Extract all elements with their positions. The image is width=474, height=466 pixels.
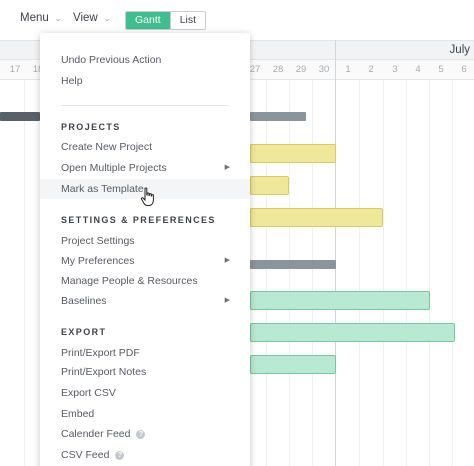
hand-pointer-icon bbox=[140, 187, 154, 206]
menu-item-label: Print/Export PDF bbox=[61, 347, 140, 359]
grid-line bbox=[452, 80, 453, 466]
day-label: 2 bbox=[368, 64, 374, 75]
submenu-arrow-icon: ▶ bbox=[224, 257, 230, 264]
view-toggle: Gantt List bbox=[125, 11, 207, 30]
summary-bar[interactable] bbox=[250, 112, 306, 121]
menu-label: Menu bbox=[20, 12, 49, 24]
day-label: 28 bbox=[272, 64, 284, 75]
menu-item-label: Mark as Template bbox=[61, 183, 144, 195]
menu-dropdown[interactable]: Menu ⌄ bbox=[20, 12, 61, 24]
submenu-arrow-icon: ▶ bbox=[224, 297, 230, 304]
menu-item-calender-feed[interactable]: Calender Feed? bbox=[40, 424, 250, 444]
menu-item-label: Print/Export Notes bbox=[61, 366, 147, 378]
task-bar[interactable] bbox=[250, 176, 289, 195]
summary-bar[interactable] bbox=[250, 260, 336, 269]
task-bar[interactable] bbox=[250, 144, 336, 163]
menu-item-print-export-notes[interactable]: Print/Export Notes bbox=[40, 362, 250, 382]
help-circle-icon[interactable]: ? bbox=[136, 430, 146, 439]
menu-item-label: Embed bbox=[61, 408, 95, 420]
task-bar[interactable] bbox=[250, 208, 383, 227]
menu-item-label: Manage People & Resources bbox=[61, 275, 198, 287]
section-title-projects: PROJECTS bbox=[61, 122, 121, 132]
chevron-down-icon: ⌄ bbox=[103, 13, 111, 23]
list-tab[interactable]: List bbox=[169, 12, 206, 29]
day-label: 17 bbox=[9, 64, 21, 75]
menu-item-label: Project Settings bbox=[61, 235, 135, 247]
day-label: 27 bbox=[249, 64, 261, 75]
month-divider bbox=[335, 40, 336, 466]
grid-line bbox=[429, 80, 430, 466]
grid-line bbox=[406, 80, 407, 466]
menu-item-label: My Preferences bbox=[61, 255, 135, 267]
menu-item-label: Export CSV bbox=[61, 387, 116, 399]
menu-item-label: Calender Feed bbox=[61, 428, 131, 440]
section-title-export: EXPORT bbox=[61, 327, 107, 337]
grid-line bbox=[359, 80, 360, 466]
grid-line bbox=[312, 80, 313, 466]
grid-line bbox=[289, 80, 290, 466]
menu-item-my-preferences[interactable]: My Preferences ▶ bbox=[40, 251, 250, 271]
menu-divider bbox=[61, 105, 229, 106]
menu-item-label: Baselines bbox=[61, 295, 107, 307]
day-label: 5 bbox=[438, 64, 444, 75]
menu-item-export-csv[interactable]: Export CSV bbox=[40, 383, 250, 403]
chevron-down-icon: ⌄ bbox=[54, 13, 62, 23]
menu-item-create-new-project[interactable]: Create New Project bbox=[40, 137, 250, 157]
menu-item-csv-feed[interactable]: CSV Feed? bbox=[40, 445, 250, 465]
gantt-tab[interactable]: Gantt bbox=[126, 12, 170, 29]
menu-item-help[interactable]: Help bbox=[40, 71, 250, 91]
task-bar[interactable] bbox=[250, 291, 430, 310]
day-label: 29 bbox=[295, 64, 307, 75]
view-label: View bbox=[73, 12, 98, 24]
menu-item-label: Help bbox=[61, 75, 83, 87]
menu-item-manage-people[interactable]: Manage People & Resources bbox=[40, 271, 250, 291]
menu-item-label: Undo Previous Action bbox=[61, 54, 162, 66]
grid-line bbox=[383, 80, 384, 466]
submenu-arrow-icon: ▶ bbox=[224, 164, 230, 171]
help-circle-icon[interactable]: ? bbox=[115, 451, 125, 460]
menu-item-label: Open Multiple Projects bbox=[61, 162, 167, 174]
menu-item-label: CSV Feed bbox=[61, 449, 110, 461]
day-label: 3 bbox=[392, 64, 398, 75]
menu-item-label: Create New Project bbox=[61, 141, 153, 153]
view-dropdown[interactable]: View ⌄ bbox=[73, 12, 110, 24]
task-bar[interactable] bbox=[250, 323, 455, 342]
task-bar[interactable] bbox=[250, 355, 336, 374]
menu-item-open-multiple-projects[interactable]: Open Multiple Projects ▶ bbox=[40, 158, 250, 178]
day-label: 1 bbox=[345, 64, 351, 75]
menu-item-print-export-pdf[interactable]: Print/Export PDF bbox=[40, 343, 250, 363]
menu-item-embed[interactable]: Embed bbox=[40, 404, 250, 424]
menu-item-project-settings[interactable]: Project Settings bbox=[40, 231, 250, 251]
menu-item-baselines[interactable]: Baselines ▶ bbox=[40, 291, 250, 311]
grid-line bbox=[266, 80, 267, 466]
main-menu: Undo Previous Action Help PROJECTS Creat… bbox=[40, 33, 250, 466]
day-label: 4 bbox=[415, 64, 421, 75]
summary-bar[interactable] bbox=[0, 112, 40, 121]
section-title-settings: SETTINGS & PREFERENCES bbox=[61, 215, 216, 225]
day-label: 18 bbox=[32, 64, 44, 75]
month-label: July bbox=[449, 44, 470, 56]
grid-line bbox=[24, 80, 25, 466]
menu-item-undo[interactable]: Undo Previous Action bbox=[40, 50, 250, 70]
day-label: 30 bbox=[318, 64, 330, 75]
day-label: 6 bbox=[461, 64, 467, 75]
